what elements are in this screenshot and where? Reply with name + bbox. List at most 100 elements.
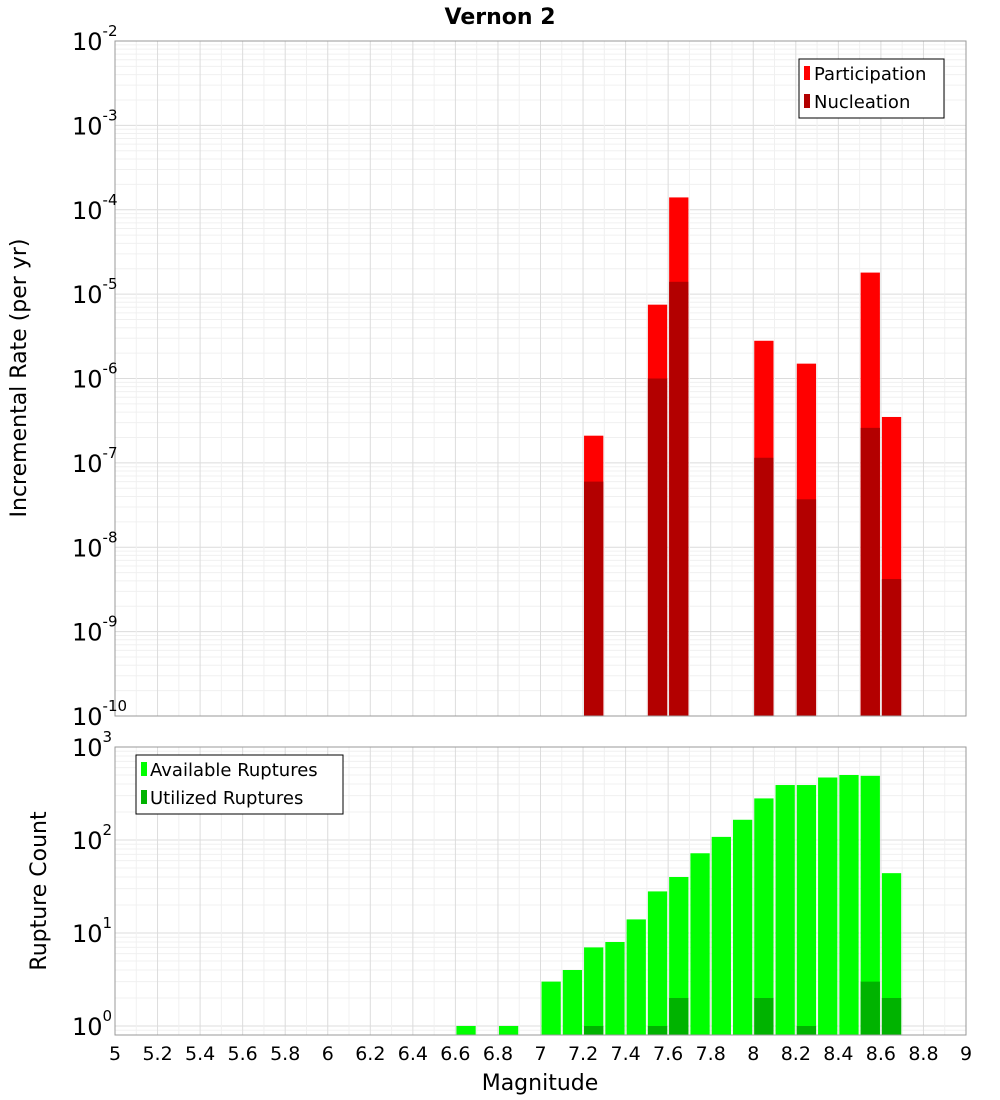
magnitude-x-tick-label: 5.6 (228, 1043, 258, 1065)
count-legend-box (135, 754, 344, 815)
utilized-ruptures-bar (669, 997, 689, 1035)
magnitude-x-tick-label: 7.6 (653, 1043, 683, 1065)
available-ruptures-bar (647, 891, 668, 1035)
rate-y-tick-exponent: -7 (103, 444, 118, 462)
count-y-tick-label: 103 (72, 728, 112, 762)
rate-gridlines (114, 41, 967, 717)
count-y-tick-exponent: 2 (103, 821, 113, 839)
nucleation-legend-label: Nucleation (814, 92, 910, 113)
available-ruptures-bar (498, 1025, 519, 1035)
magnitude-x-tick-label: 8.4 (823, 1043, 853, 1065)
available-ruptures-bar (732, 819, 753, 1035)
count-y-tick-label: 101 (72, 914, 112, 948)
available-ruptures-legend-label: Available Ruptures (150, 760, 318, 781)
rate-y-tick-label: 10-4 (72, 191, 118, 225)
available-ruptures-bar (562, 969, 583, 1035)
magnitude-x-tick-label: 6.8 (483, 1043, 513, 1065)
rate-y-tick-label: 10-10 (72, 697, 127, 731)
rate-y-tick-label: 10-2 (72, 22, 118, 56)
nucleation-legend-swatch (804, 94, 810, 108)
available-ruptures-bar (541, 981, 561, 1035)
magnitude-x-tick-label: 6 (322, 1043, 334, 1065)
magnitude-x-tick-label: 6.2 (355, 1043, 385, 1065)
nucleation-bar (584, 481, 604, 716)
nucleation-bar (669, 281, 689, 716)
magnitude-x-tick-label: 8 (747, 1043, 759, 1065)
rate-y-tick-exponent: -2 (103, 22, 118, 40)
rate-y-tick-label: 10-8 (72, 528, 118, 562)
nucleation-bar (754, 457, 774, 716)
utilized-ruptures-bar (754, 997, 774, 1035)
rate-panel: 10-10 10-9 10-8 10-7 10-6 10-5 10-4 10-3 10-2 In… (7, 22, 967, 731)
rate-y-axis-label: Incremental Rate (per yr) (7, 239, 32, 518)
available-ruptures-bar (626, 919, 646, 1035)
participation-legend-swatch (804, 66, 810, 80)
available-ruptures-bar (584, 947, 604, 1035)
magnitude-x-tick-label: 8.2 (781, 1043, 811, 1065)
available-ruptures-bar (839, 774, 859, 1035)
rate-y-tick-label: 10-7 (72, 444, 118, 478)
rate-plot-border (114, 40, 967, 717)
count-y-axis-label: Rupture Count (27, 811, 52, 971)
rate-y-tick-label: 10-6 (72, 360, 118, 394)
magnitude-x-tick-label: 6.4 (398, 1043, 428, 1065)
magnitude-x-tick-label: 7.4 (610, 1043, 640, 1065)
rate-y-tick-exponent: -6 (103, 360, 118, 378)
rate-legend: Participation Nucleation (798, 58, 945, 119)
rate-y-tick-label: 10-9 (72, 613, 118, 647)
magnitude-x-axis-label: Magnitude (482, 1071, 599, 1096)
rate-y-tick-exponent: -3 (103, 106, 118, 124)
available-ruptures-bar (775, 785, 795, 1035)
available-ruptures-bar (669, 877, 689, 1035)
magnitude-x-tick-label: 5 (109, 1043, 121, 1065)
nucleation-bar (796, 499, 817, 716)
count-y-tick-label: 100 (72, 1007, 112, 1041)
available-ruptures-bar (754, 798, 774, 1035)
available-ruptures-bar (605, 942, 625, 1035)
rate-bars (584, 197, 902, 717)
rate-y-tick-exponent: -10 (103, 697, 128, 715)
utilized-ruptures-legend-label: Utilized Ruptures (150, 788, 303, 809)
utilized-ruptures-bar (796, 1025, 817, 1035)
rate-y-tick-exponent: -5 (103, 275, 118, 293)
count-y-tick-label: 102 (72, 821, 112, 855)
utilized-ruptures-bar (647, 1025, 668, 1035)
rate-y-tick-exponent: -8 (103, 528, 118, 546)
rate-legend-box (798, 58, 945, 119)
rate-y-tick-label: 10-5 (72, 275, 118, 309)
available-ruptures-bar (690, 853, 710, 1035)
utilized-ruptures-legend-swatch (141, 790, 147, 804)
rate-y-tick-exponent: -9 (103, 613, 118, 631)
available-ruptures-bar (711, 836, 731, 1035)
count-plot-border (114, 746, 967, 1036)
count-y-tick-exponent: 3 (103, 728, 113, 746)
magnitude-x-tick-label: 7.2 (568, 1043, 598, 1065)
chart-title: Vernon 2 (445, 5, 556, 30)
nucleation-bar (860, 427, 880, 716)
magnitude-x-tick-label: 5.2 (142, 1043, 172, 1065)
magnitude-x-tick-labels: 5 5.2 5.4 5.6 5.8 6 6.2 6.4 6.6 6.8 7 7.2 7.4 7.6 7.8 8… (109, 1043, 972, 1065)
available-ruptures-bar (456, 1025, 476, 1035)
utilized-ruptures-bar (881, 997, 902, 1035)
count-bars (456, 774, 902, 1035)
nucleation-bar (647, 378, 668, 716)
magnitude-x-tick-label: 5.4 (185, 1043, 215, 1065)
count-y-tick-exponent: 1 (103, 914, 113, 932)
nucleation-bar (881, 579, 902, 716)
magnitude-x-tick-label: 6.6 (440, 1043, 470, 1065)
utilized-ruptures-bar (860, 981, 880, 1035)
magnitude-x-tick-label: 7 (534, 1043, 546, 1065)
utilized-ruptures-bar (584, 1025, 604, 1035)
magnitude-x-tick-label: 7.8 (696, 1043, 726, 1065)
available-ruptures-bar (860, 775, 880, 1035)
count-legend: Available Ruptures Utilized Ruptures (135, 754, 344, 815)
magnitude-x-tick-label: 8.8 (908, 1043, 938, 1065)
count-y-tick-exponent: 0 (103, 1007, 113, 1025)
available-ruptures-legend-swatch (141, 762, 147, 776)
magnitude-x-tick-label: 8.6 (866, 1043, 896, 1065)
available-ruptures-bar (881, 873, 902, 1035)
rate-y-tick-label: 10-3 (72, 106, 118, 140)
